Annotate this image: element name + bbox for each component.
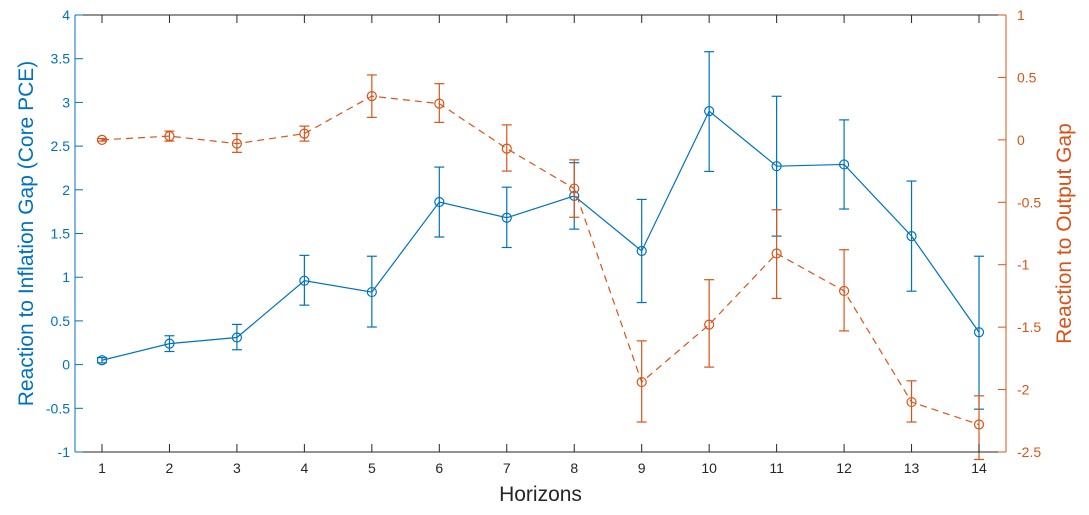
data-point-inflation xyxy=(838,159,850,170)
data-point-output xyxy=(434,98,445,109)
data-point-inflation xyxy=(366,286,377,298)
right-y-tick-label: -2.5 xyxy=(1017,444,1041,460)
x-tick-label: 5 xyxy=(368,460,376,476)
right-y-tick-label: 1 xyxy=(1017,7,1025,23)
x-tick-label: 12 xyxy=(836,460,852,476)
data-point-output xyxy=(164,131,175,142)
x-tick-label: 14 xyxy=(971,460,987,476)
x-tick-label: 7 xyxy=(503,460,511,476)
left-y-tick-label: 3.5 xyxy=(51,51,71,67)
right-y-tick-label: -0.5 xyxy=(1017,194,1041,210)
x-tick-label: 2 xyxy=(166,460,174,476)
right-y-tick-label: -2 xyxy=(1017,382,1030,398)
right-y-tick-label: 0 xyxy=(1017,132,1025,148)
data-point-inflation xyxy=(973,327,985,338)
data-point-output xyxy=(838,285,850,297)
data-point-output xyxy=(973,419,985,430)
right-y-tick-label: -1.5 xyxy=(1017,319,1041,335)
data-point-output xyxy=(569,183,580,194)
left-y-tick-label: 0.5 xyxy=(51,313,71,329)
plot-area xyxy=(75,15,1006,452)
data-point-output xyxy=(704,319,715,330)
data-point-inflation xyxy=(636,245,647,257)
left-y-tick-label: 2 xyxy=(62,182,70,198)
data-point-output xyxy=(906,396,917,408)
left-y-tick-label: 0 xyxy=(62,357,70,373)
data-point-inflation xyxy=(299,275,310,286)
data-point-inflation xyxy=(434,196,445,208)
series-line-output xyxy=(101,95,980,426)
data-point-inflation xyxy=(771,161,782,172)
left-y-tick-label: 1 xyxy=(62,269,70,285)
x-tick-label: 13 xyxy=(904,460,920,476)
data-point-output xyxy=(96,134,108,145)
left-y-tick-label: -0.5 xyxy=(46,400,70,416)
data-point-inflation xyxy=(906,231,917,242)
data-point-inflation xyxy=(164,338,175,349)
x-tick-label: 3 xyxy=(233,460,241,476)
x-tick-label: 9 xyxy=(638,460,646,476)
data-point-output xyxy=(231,138,243,149)
x-axis-title: Horizons xyxy=(499,483,582,506)
data-point-output xyxy=(366,91,377,102)
right-y-tick-label: 0.5 xyxy=(1017,69,1037,85)
data-point-inflation xyxy=(231,332,243,343)
x-tick-label: 11 xyxy=(769,460,784,476)
left-y-tick-label: -1 xyxy=(58,444,71,460)
left-y-tick-label: 3 xyxy=(62,94,70,110)
right-y-axis-title: Reaction to Output Gap xyxy=(1053,123,1076,344)
right-y-tick-label: -1 xyxy=(1017,257,1030,273)
data-point-output xyxy=(501,143,512,154)
series-line-inflation xyxy=(101,110,980,361)
x-tick-label: 1 xyxy=(98,460,106,476)
x-tick-label: 4 xyxy=(300,460,308,476)
data-point-inflation xyxy=(96,355,108,366)
x-tick-label: 10 xyxy=(701,460,717,476)
x-tick-label: 8 xyxy=(570,460,578,476)
left-y-axis-title: Reaction to Inflation Gap (Core PCE) xyxy=(15,61,38,407)
axes-layer: 1 2 3 4 5 6 7 8 9 10 11 12 13 14-1-0.500.511.522.533.… xyxy=(46,7,1041,476)
data-point-inflation xyxy=(501,212,512,223)
left-y-tick-label: 4 xyxy=(62,7,70,23)
left-y-tick-label: 1.5 xyxy=(51,226,71,242)
x-tick-label: 6 xyxy=(435,460,443,476)
data-point-inflation xyxy=(704,106,715,117)
data-point-output xyxy=(636,376,647,388)
left-y-tick-label: 2.5 xyxy=(51,138,71,154)
data-point-output xyxy=(299,128,310,139)
data-point-output xyxy=(771,248,782,259)
